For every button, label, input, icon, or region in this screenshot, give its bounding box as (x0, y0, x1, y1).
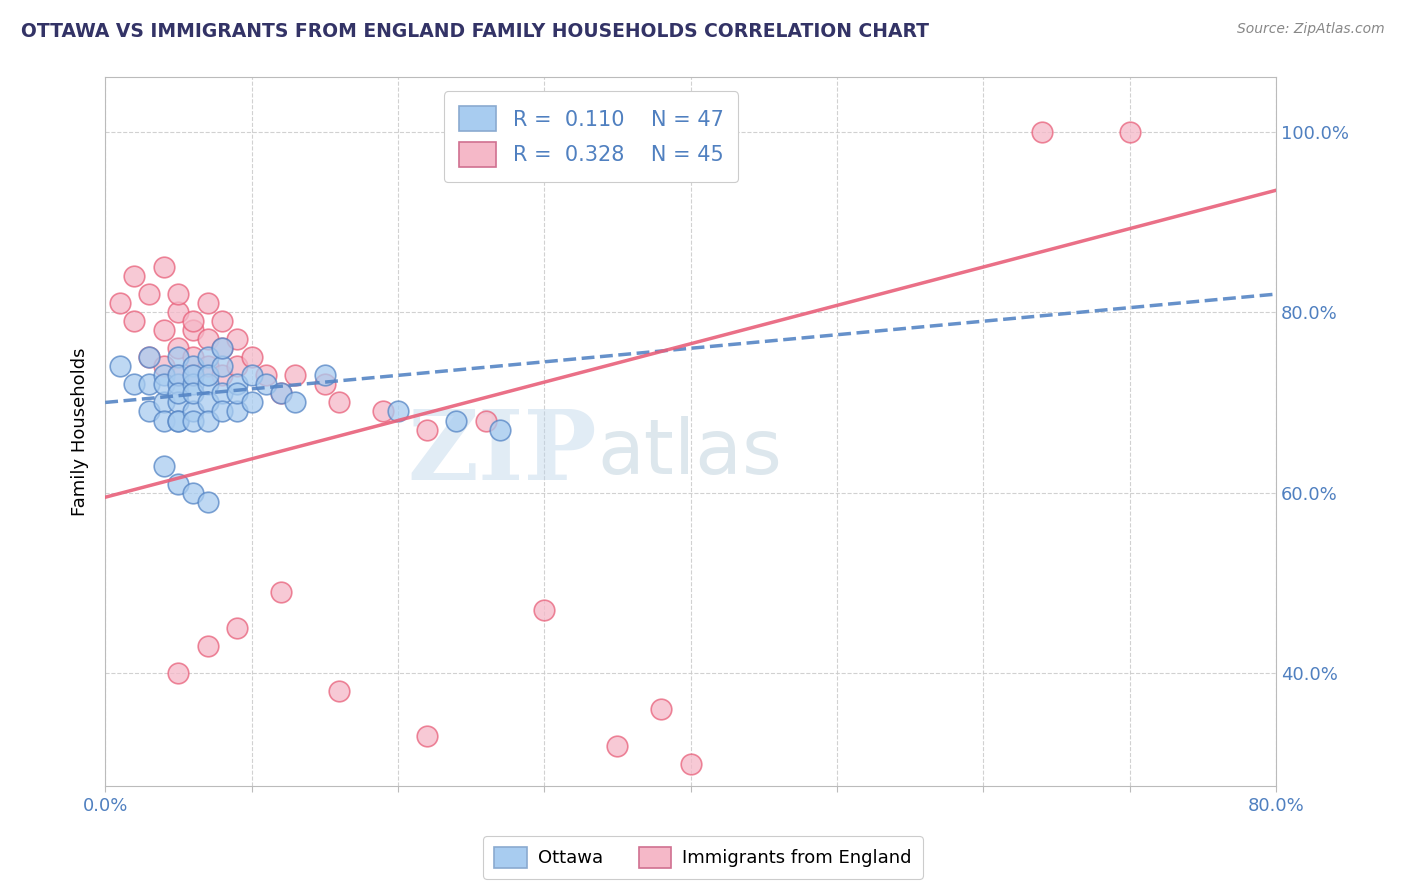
Point (108, 359, 131, 374)
Point (167, 377, 190, 392)
Text: ZIP: ZIP (408, 406, 598, 500)
Point (167, 413, 190, 427)
Point (197, 332, 219, 346)
Point (650, 702, 672, 716)
Point (167, 368, 190, 383)
Point (181, 386, 204, 401)
Point (124, 268, 146, 283)
Point (314, 377, 336, 392)
Point (606, 739, 628, 753)
Point (181, 314, 204, 328)
Point (167, 351, 190, 365)
Point (679, 756, 702, 771)
Point (181, 323, 204, 337)
Point (240, 368, 263, 383)
Point (152, 323, 174, 337)
Point (446, 413, 468, 427)
Legend: Ottawa, Immigrants from England: Ottawa, Immigrants from England (484, 836, 922, 879)
Point (152, 359, 174, 374)
Point (181, 351, 204, 365)
Point (416, 423, 439, 437)
Point (211, 359, 233, 374)
Point (197, 296, 219, 310)
Point (211, 404, 233, 418)
Point (254, 368, 277, 383)
Point (181, 377, 204, 392)
Point (314, 368, 336, 383)
Point (284, 368, 307, 383)
Point (197, 351, 219, 365)
Point (226, 332, 249, 346)
Point (270, 585, 292, 599)
Point (1118, 125, 1140, 139)
Point (138, 287, 160, 301)
Point (108, 296, 131, 310)
Point (240, 395, 263, 409)
Point (533, 603, 555, 617)
Point (181, 368, 204, 383)
Point (152, 377, 174, 392)
Point (211, 386, 233, 401)
Point (211, 341, 233, 355)
Point (167, 341, 190, 355)
Point (152, 413, 174, 427)
Point (226, 404, 249, 418)
Point (152, 368, 174, 383)
Point (489, 423, 512, 437)
Point (197, 377, 219, 392)
Point (197, 639, 219, 653)
Y-axis label: Family Households: Family Households (72, 348, 89, 516)
Point (416, 730, 439, 744)
Point (181, 404, 204, 418)
Point (284, 395, 307, 409)
Point (138, 351, 160, 365)
Point (138, 377, 160, 392)
Point (226, 359, 249, 374)
Point (167, 413, 190, 427)
Point (328, 684, 350, 698)
Point (138, 404, 160, 418)
Point (167, 305, 190, 319)
Text: atlas: atlas (598, 416, 782, 490)
Point (167, 666, 190, 681)
Point (124, 377, 146, 392)
Point (197, 413, 219, 427)
Point (474, 413, 496, 427)
Point (181, 413, 204, 427)
Point (226, 377, 249, 392)
Point (167, 476, 190, 491)
Point (197, 395, 219, 409)
Point (226, 621, 249, 635)
Point (328, 395, 350, 409)
Point (181, 359, 204, 374)
Point (373, 404, 395, 418)
Point (167, 368, 190, 383)
Point (226, 386, 249, 401)
Point (152, 458, 174, 473)
Point (211, 314, 233, 328)
Point (197, 495, 219, 509)
Point (152, 395, 174, 409)
Point (1031, 125, 1053, 139)
Point (197, 359, 219, 374)
Point (254, 377, 277, 392)
Point (167, 395, 190, 409)
Point (197, 368, 219, 383)
Text: Source: ZipAtlas.com: Source: ZipAtlas.com (1237, 22, 1385, 37)
Point (181, 485, 204, 500)
Point (167, 287, 190, 301)
Legend: R =  0.110    N = 47, R =  0.328    N = 45: R = 0.110 N = 47, R = 0.328 N = 45 (444, 91, 738, 182)
Point (138, 351, 160, 365)
Point (211, 368, 233, 383)
Point (270, 386, 292, 401)
Point (387, 404, 409, 418)
Point (181, 368, 204, 383)
Point (211, 341, 233, 355)
Point (124, 314, 146, 328)
Point (240, 351, 263, 365)
Point (152, 260, 174, 274)
Point (167, 386, 190, 401)
Text: OTTAWA VS IMMIGRANTS FROM ENGLAND FAMILY HOUSEHOLDS CORRELATION CHART: OTTAWA VS IMMIGRANTS FROM ENGLAND FAMILY… (21, 22, 929, 41)
Point (270, 386, 292, 401)
